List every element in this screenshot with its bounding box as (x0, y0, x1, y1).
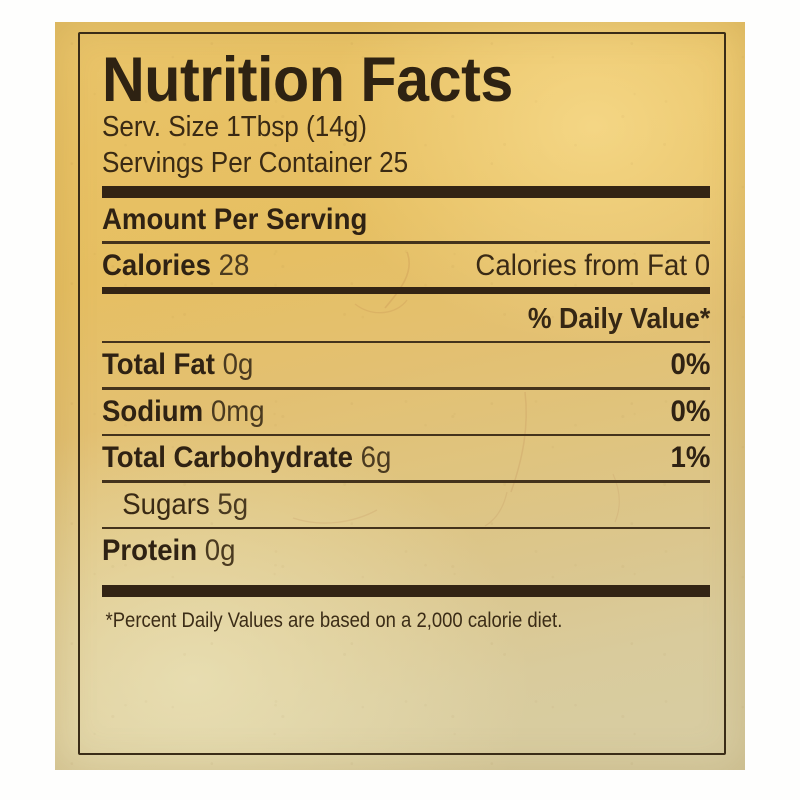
divider-thin-above-sodium (102, 387, 710, 390)
amount-per-serving-label: Amount Per Serving (102, 203, 368, 237)
spacer (102, 573, 710, 580)
table-row: Protein 0g (102, 529, 710, 573)
nutrition-facts-title: Nutrition Facts (102, 45, 513, 115)
divider-medium-below-calories (102, 286, 710, 294)
table-row: Total Carbohydrate 6g 1% (102, 436, 710, 480)
nutrient-amount: 0mg (210, 394, 265, 428)
table-row: Total Fat 0g 0% (102, 343, 710, 387)
nutrient-label: Total Carbohydrate (102, 441, 353, 475)
table-row: Sodium 0mg 0% (102, 390, 710, 434)
divider-thin-above-carbohydrate (102, 433, 710, 437)
daily-value-footnote: *Percent Daily Values are based on a 2,0… (105, 609, 563, 633)
divider-thin-above-fat (102, 340, 710, 344)
nutrient-amount: 0g (204, 534, 236, 568)
nutrient-amount: 6g (360, 441, 392, 475)
nutrient-name-total-fat: Total Fat 0g (102, 348, 253, 382)
divider-thick-bottom (102, 585, 710, 598)
divider-thin-above-protein (102, 526, 710, 530)
calories-label: Calories (102, 248, 211, 282)
calories-left: Calories 28 (102, 249, 249, 283)
divider-thin-above-sugars (102, 480, 710, 483)
nutrient-label: Sodium (102, 394, 204, 428)
nutrient-dv-total-fat: 0% (670, 348, 710, 382)
nutrition-panel-border: Nutrition Facts Serv. Size 1Tbsp (14g) S… (78, 32, 726, 755)
nutrient-amount: 5g (217, 487, 249, 521)
calories-row: Calories 28 Calories from Fat 0 (102, 244, 710, 287)
nutrient-name-sugars: Sugars 5g (102, 488, 248, 522)
divider-thin-above-calories (102, 241, 710, 244)
calories-value: 28 (218, 248, 250, 282)
nutrient-amount: 0g (222, 348, 254, 382)
daily-value-header: % Daily Value* (102, 294, 710, 341)
calories-from-fat: Calories from Fat 0 (475, 248, 710, 282)
nutrient-name-sodium: Sodium 0mg (102, 395, 265, 429)
serving-size-line: Serv. Size 1Tbsp (14g) (102, 111, 367, 144)
daily-value-header-text: % Daily Value* (527, 302, 710, 335)
servings-per-container-line: Servings Per Container 25 (102, 146, 409, 179)
nutrient-label: Protein (102, 534, 198, 568)
nutrition-panel-content: Nutrition Facts Serv. Size 1Tbsp (14g) S… (102, 45, 710, 633)
nutrient-name-protein: Protein 0g (102, 534, 235, 568)
nutrition-label-surface: Nutrition Facts Serv. Size 1Tbsp (14g) S… (55, 22, 745, 770)
nutrient-label: Total Fat (102, 348, 215, 382)
nutrient-dv-total-carbohydrate: 1% (670, 441, 710, 475)
nutrient-name-total-carbohydrate: Total Carbohydrate 6g (102, 441, 391, 475)
table-row: Sugars 5g (102, 483, 710, 527)
nutrient-label: Sugars (122, 487, 210, 521)
divider-thick-top (102, 186, 710, 199)
nutrient-dv-sodium: 0% (670, 394, 710, 428)
